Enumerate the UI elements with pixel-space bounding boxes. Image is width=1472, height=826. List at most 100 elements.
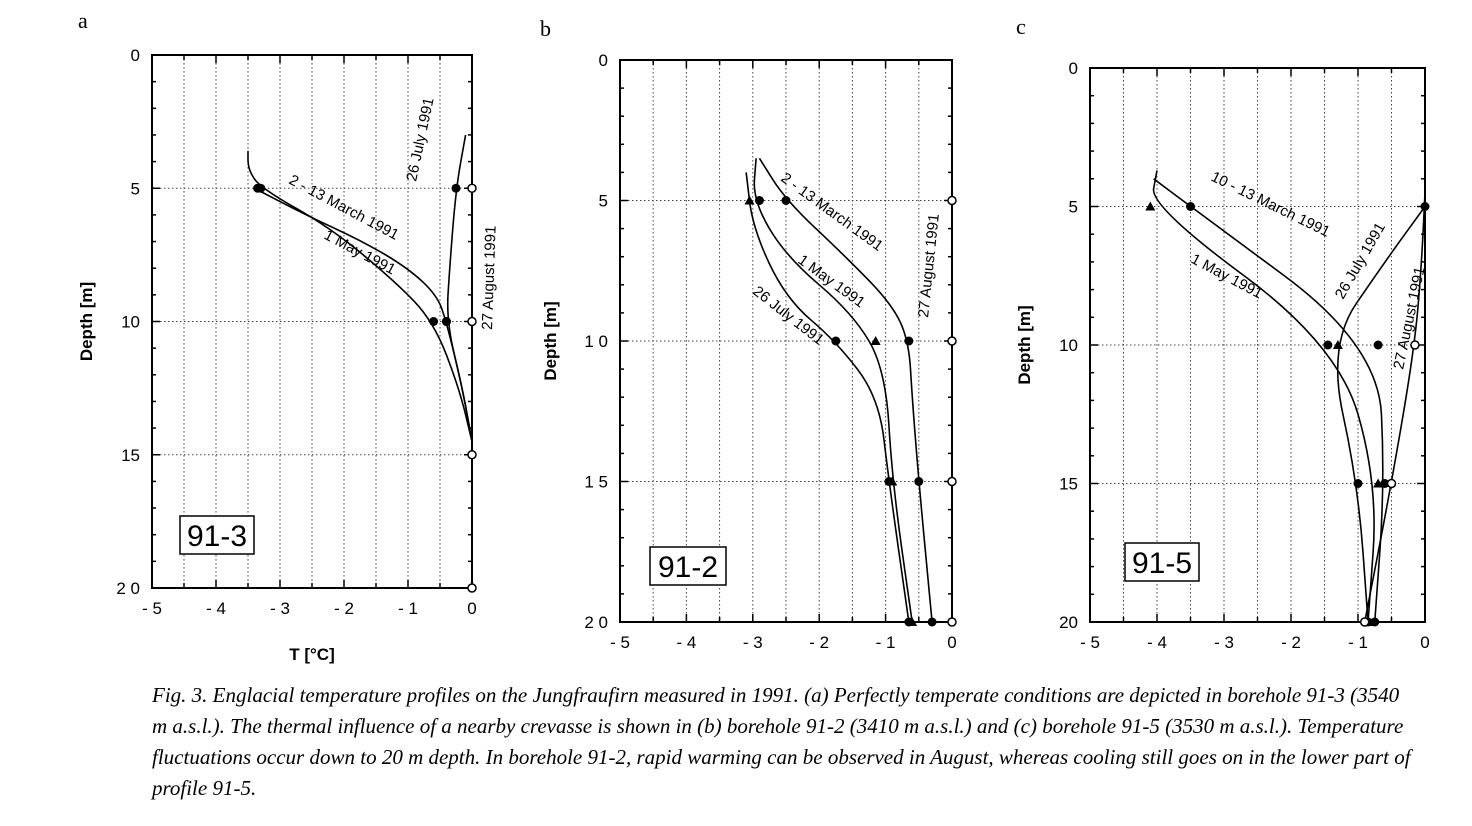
x-tick-label: - 5 <box>610 633 630 652</box>
data-point <box>927 617 937 627</box>
data-point <box>914 477 924 486</box>
x-axis-label: T [°C] <box>289 645 335 664</box>
data-point-open <box>1386 478 1397 489</box>
y-tick-label: 2 0 <box>116 579 140 598</box>
panel-letter: a <box>78 8 88 33</box>
data-point-open <box>467 450 477 460</box>
y-tick-label: 10 <box>121 313 140 332</box>
y-tick-label: 1 5 <box>584 473 608 492</box>
panel-letter: c <box>1016 14 1026 39</box>
x-tick-label: - 1 <box>876 633 896 652</box>
data-point-open <box>947 195 957 206</box>
x-tick-label: - 5 <box>1080 633 1100 652</box>
y-tick-label: 10 <box>1059 336 1078 355</box>
data-point <box>1370 617 1380 627</box>
x-tick-label: - 4 <box>206 599 226 618</box>
y-tick-label: 2 0 <box>584 613 608 632</box>
series-line <box>1336 206 1426 623</box>
y-tick-label: 5 <box>1069 198 1078 217</box>
data-point-triangle <box>1332 340 1343 349</box>
y-axis-label: Depth [m] <box>1015 305 1034 384</box>
series-line <box>1152 170 1375 623</box>
borehole-label-box <box>179 515 255 555</box>
y-tick-label: 5 <box>131 179 140 198</box>
series-label: 2 - 13 March 1991 <box>778 169 886 254</box>
data-point <box>781 196 791 205</box>
data-point <box>1380 479 1390 488</box>
series-label: 10 - 13 March 1991 <box>1208 168 1332 240</box>
x-tick-label: - 3 <box>743 633 763 652</box>
data-point <box>451 183 461 193</box>
data-point <box>256 183 266 193</box>
data-point-triangle <box>1373 478 1384 488</box>
x-tick-label: - 1 <box>398 599 418 618</box>
x-tick-label: - 3 <box>270 599 290 618</box>
series-label: 27 August 1991 <box>1390 265 1428 371</box>
x-tick-label: - 2 <box>334 599 354 618</box>
data-point-open <box>1410 340 1420 350</box>
data-point <box>1353 479 1363 488</box>
series-line <box>753 158 913 623</box>
series-line <box>446 134 473 442</box>
borehole-label: 91-3 <box>187 520 247 553</box>
y-tick-label: 0 <box>131 46 140 65</box>
data-point <box>754 196 764 205</box>
y-tick-label: 15 <box>121 446 140 465</box>
data-point <box>904 617 914 627</box>
figure-caption: Fig. 3. Englacial temperature profiles o… <box>152 683 1411 800</box>
data-point <box>1323 340 1333 350</box>
series-line <box>247 150 473 442</box>
borehole-label-box <box>649 546 727 586</box>
data-point <box>1373 340 1383 350</box>
y-axis-label: Depth [m] <box>77 282 96 361</box>
data-point <box>1186 202 1195 211</box>
y-tick-label: 0 <box>1069 59 1078 78</box>
panel-c: c - 5 - 4 - 3 - 2 - 1 0 0 5 10 15 20 Depth [m] 91-5 10… <box>1015 14 1430 652</box>
borehole-label: 91-2 <box>658 551 718 584</box>
data-point-open <box>1359 617 1370 627</box>
x-tick-label: - 3 <box>1214 633 1234 652</box>
data-point-open <box>467 316 477 327</box>
data-point-triangle <box>1145 201 1156 211</box>
y-tick-label: 1 0 <box>584 332 608 351</box>
figure-plots: a - 5 - 4 - 3 - 2 - 1 0 0 5 10 15 2 0 Depth [m] T [°C… <box>77 8 1430 664</box>
y-axis-label: Depth [m] <box>541 301 560 380</box>
data-point-open <box>467 583 477 593</box>
data-point <box>904 336 914 346</box>
panel-a: a - 5 - 4 - 3 - 2 - 1 0 0 5 10 15 2 0 Depth [m] T [°C… <box>77 8 500 664</box>
x-tick-label: - 4 <box>1147 633 1167 652</box>
series-label: 26 July 1991 <box>750 283 828 349</box>
data-point-open <box>947 617 957 627</box>
y-tick-label: 15 <box>1059 475 1078 494</box>
y-tick-label: 0 <box>599 51 608 70</box>
series-label: 1 May 1991 <box>795 251 868 311</box>
series-line <box>758 157 933 623</box>
y-tick-label: 5 <box>599 192 608 211</box>
data-point <box>441 317 451 326</box>
data-point <box>831 336 841 346</box>
x-tick-label: - 2 <box>1281 633 1301 652</box>
x-tick-label: - 2 <box>809 633 829 652</box>
data-point-open <box>947 476 957 487</box>
data-point-triangle <box>870 336 881 345</box>
x-tick-label: - 1 <box>1348 633 1368 652</box>
series-line <box>745 172 910 623</box>
series-label: 26 July 1991 <box>1332 220 1389 302</box>
data-point <box>429 317 439 326</box>
x-tick-label: 0 <box>947 633 956 652</box>
borehole-label: 91-5 <box>1132 547 1192 580</box>
series-label: 27 August 1991 <box>479 225 500 330</box>
data-point <box>884 477 894 486</box>
data-point-open <box>947 336 957 346</box>
x-tick-label: - 5 <box>142 599 162 618</box>
y-tick-label: 20 <box>1059 613 1078 632</box>
x-tick-label: 0 <box>1420 633 1429 652</box>
borehole-label-box <box>1124 542 1200 582</box>
panel-letter: b <box>540 16 551 41</box>
series-line <box>1363 192 1426 623</box>
data-point-open <box>467 183 477 193</box>
x-tick-label: 0 <box>467 599 476 618</box>
series-label: 1 May 1991 <box>1188 251 1265 303</box>
x-tick-label: - 4 <box>676 633 696 652</box>
